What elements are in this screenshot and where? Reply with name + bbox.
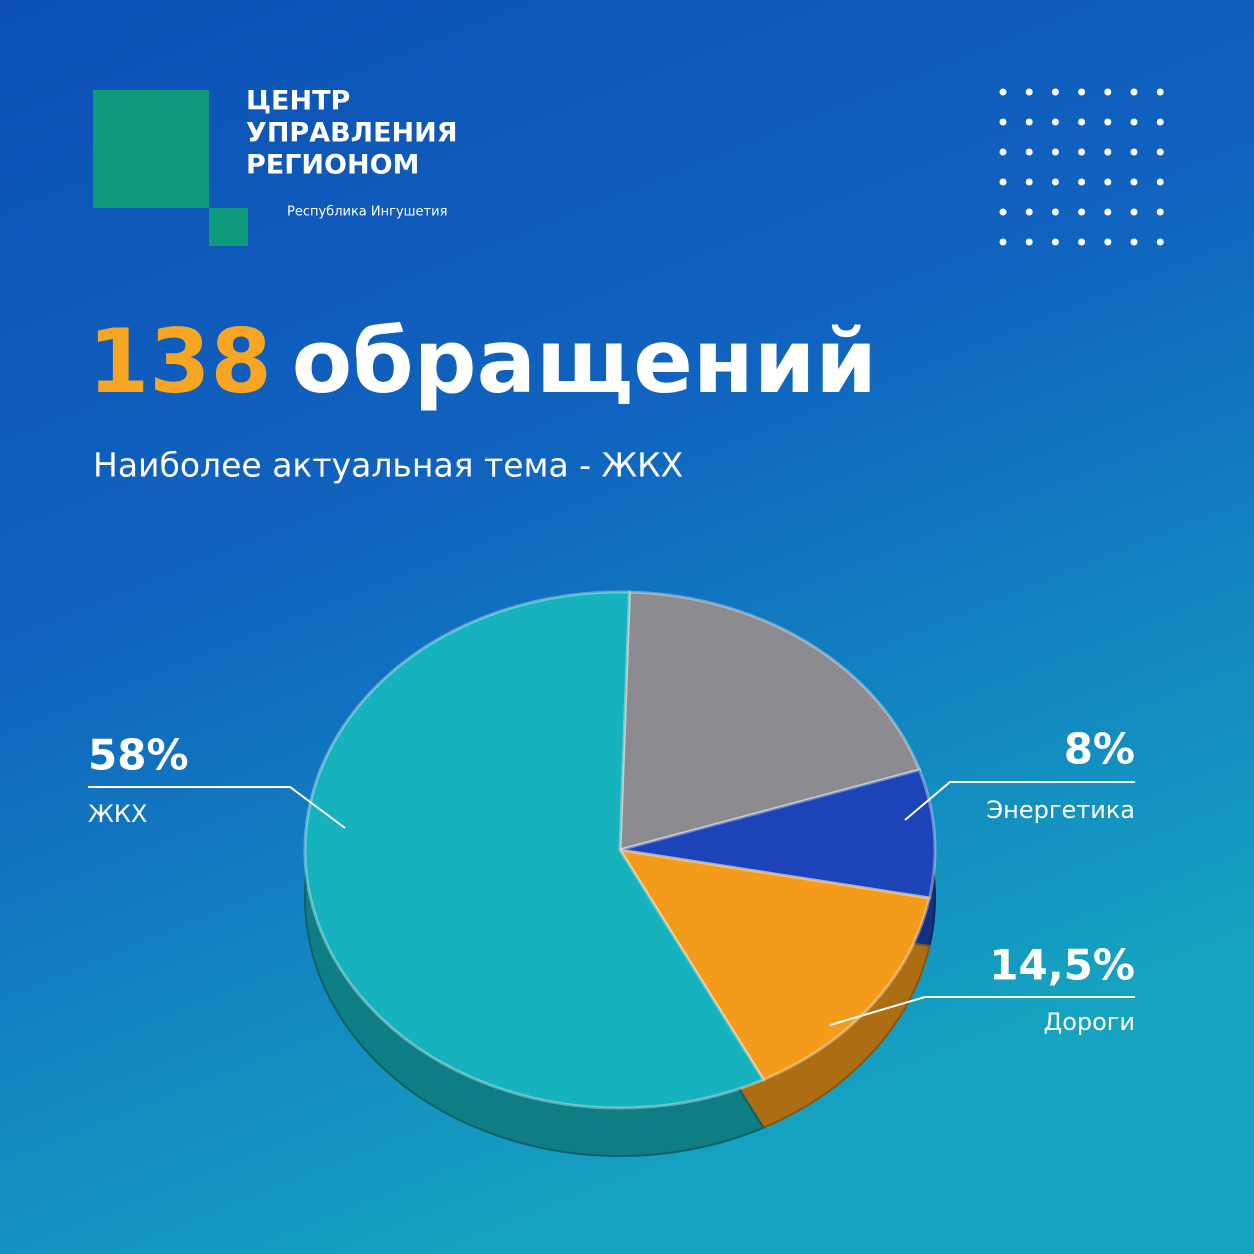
dot	[1078, 118, 1086, 126]
dot	[1025, 208, 1033, 216]
dot	[1104, 178, 1112, 186]
leader-line	[88, 786, 346, 829]
dot	[999, 88, 1007, 96]
dot	[1130, 238, 1138, 246]
dot	[999, 178, 1007, 186]
dot	[1051, 148, 1059, 156]
dot	[999, 148, 1007, 156]
value-label: 58%	[88, 731, 189, 780]
dot	[999, 208, 1007, 216]
logo-text: ЦЕНТР УПРАВЛЕНИЯ РЕГИОНОМ	[246, 86, 458, 181]
logo-region: Республика Ингушетия	[287, 205, 447, 220]
logo-line: УПРАВЛЕНИЯ	[246, 118, 458, 149]
slice	[619, 768, 937, 900]
logo-line: РЕГИОНОМ	[246, 150, 419, 181]
dot	[1130, 118, 1138, 126]
dot	[1025, 178, 1033, 186]
headline-count: 138	[88, 310, 272, 413]
logo-square-small	[209, 208, 248, 246]
dot	[1156, 208, 1164, 216]
dot	[1078, 208, 1086, 216]
leader-line	[829, 996, 1135, 1026]
dot	[1104, 148, 1112, 156]
dot	[1156, 118, 1164, 126]
logo-square	[93, 90, 209, 208]
dot	[1078, 88, 1086, 96]
dot	[999, 238, 1007, 246]
dot	[1051, 208, 1059, 216]
labels: 8% Энергетика 14,5% Дороги 58% ЖКХ	[88, 725, 1135, 1036]
dot	[999, 118, 1007, 126]
dot	[1051, 238, 1059, 246]
slice	[303, 590, 766, 1110]
value-label: 8%	[1064, 725, 1135, 774]
headline: 138 обращений	[88, 310, 877, 413]
logo-line: ЦЕНТР	[246, 86, 350, 117]
subtitle: Наиболее актуальная тема - ЖКХ	[93, 446, 683, 485]
category-label: ЖКХ	[88, 800, 147, 828]
dot	[1025, 88, 1033, 96]
dot	[1104, 118, 1112, 126]
dot	[1051, 178, 1059, 186]
dot-grid	[999, 88, 1164, 246]
dot	[1078, 178, 1086, 186]
category-label: Энергетика	[986, 796, 1135, 824]
dot	[1130, 148, 1138, 156]
leader-line	[904, 781, 1135, 821]
dot	[1104, 208, 1112, 216]
value-label: 14,5%	[989, 941, 1135, 990]
slice	[616, 848, 932, 1082]
dot	[1078, 238, 1086, 246]
dot	[1104, 88, 1112, 96]
dot	[1156, 178, 1164, 186]
dot	[1156, 88, 1164, 96]
dot	[1051, 118, 1059, 126]
headline-text: обращений	[292, 310, 877, 413]
dot	[1156, 148, 1164, 156]
dot	[1156, 238, 1164, 246]
dot	[1130, 88, 1138, 96]
dot	[1025, 238, 1033, 246]
dot	[1025, 148, 1033, 156]
category-label: Дороги	[1043, 1008, 1135, 1036]
dot	[1051, 88, 1059, 96]
dot	[1104, 238, 1112, 246]
dot	[1130, 208, 1138, 216]
dot	[1130, 178, 1138, 186]
pie	[303, 590, 937, 1157]
dot	[1025, 118, 1033, 126]
slice	[618, 590, 922, 852]
dot	[1078, 148, 1086, 156]
